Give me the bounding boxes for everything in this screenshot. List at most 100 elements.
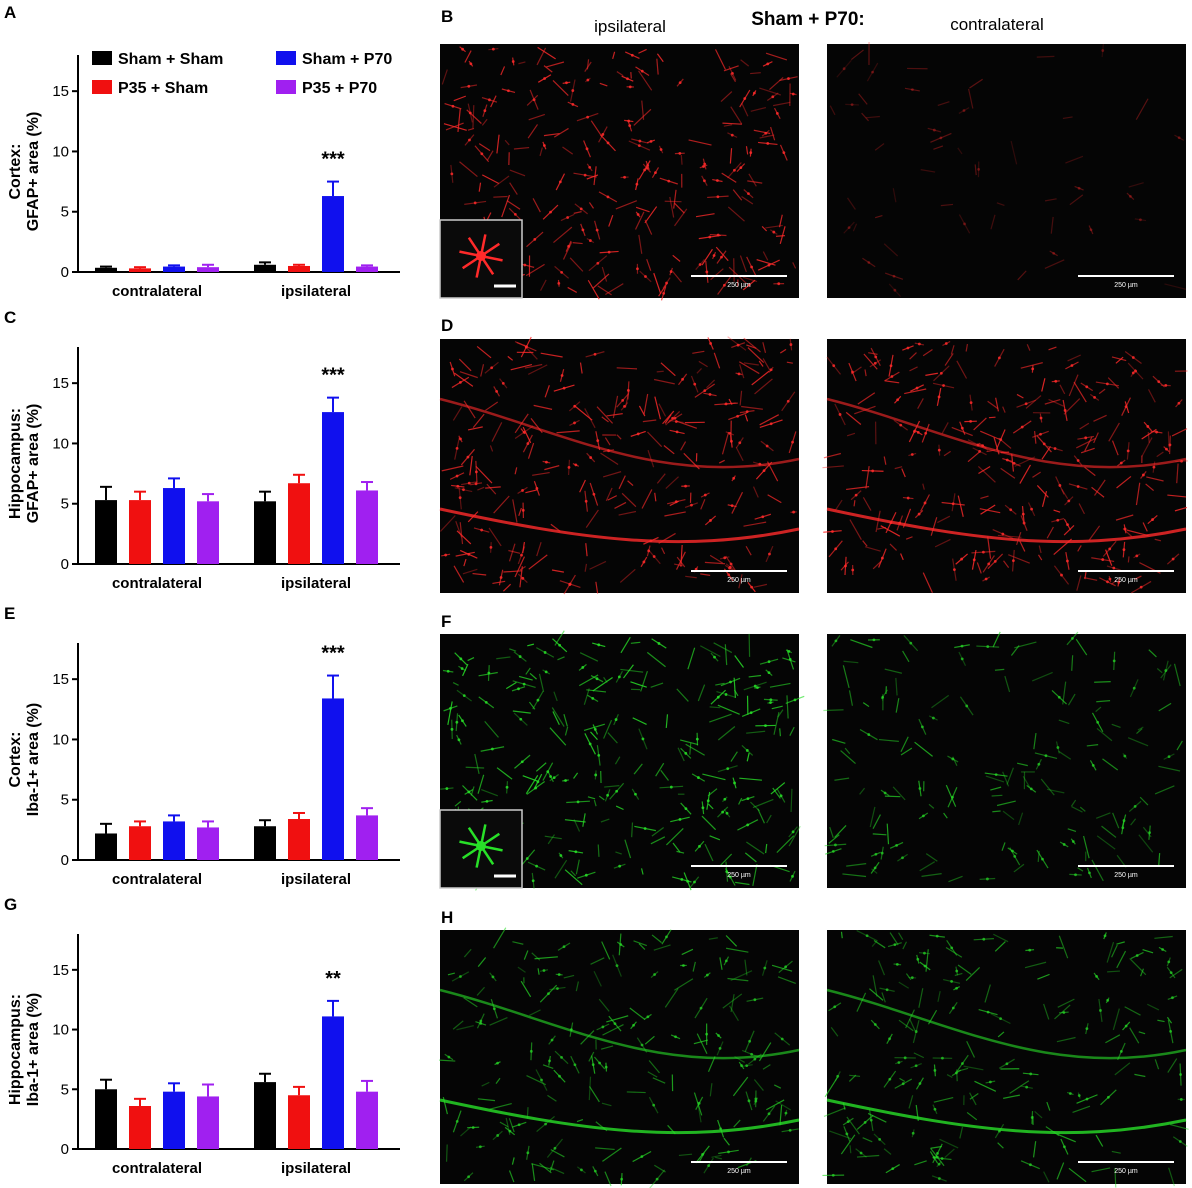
cell-process (496, 134, 500, 154)
cell-body (705, 973, 709, 977)
cell-body (652, 555, 656, 558)
cell-body (729, 562, 733, 566)
cell-process (1056, 1162, 1065, 1180)
cell-process (772, 787, 781, 799)
cell-body (986, 877, 989, 881)
cell-process (925, 949, 929, 972)
cell-process (745, 545, 752, 556)
cell-process (572, 242, 583, 245)
bar (356, 815, 378, 860)
cell-body (753, 684, 757, 688)
cell-process (593, 799, 597, 807)
cell-process (472, 572, 487, 576)
cell-process (1010, 140, 1018, 165)
cell-process (465, 766, 485, 769)
cell-body (640, 1043, 644, 1047)
cell-process (696, 367, 702, 374)
cell-body (620, 1177, 624, 1181)
cell-process (503, 570, 523, 573)
cell-body (939, 371, 943, 375)
cell-process (590, 957, 605, 965)
cell-body (727, 573, 731, 577)
cell-process (778, 214, 783, 228)
cell-body (847, 226, 851, 230)
cell-body (613, 1022, 617, 1026)
cell-body (732, 476, 736, 480)
cell-process (1077, 545, 1082, 552)
cell-body (747, 1099, 751, 1103)
cell-process (586, 59, 590, 70)
cell-process (775, 1100, 792, 1111)
cell-process (914, 1160, 927, 1166)
cell-process (739, 390, 743, 406)
tissue-layer (826, 1098, 1187, 1135)
cell-process (1154, 1059, 1160, 1070)
cell-process (927, 127, 942, 133)
cell-process (771, 705, 783, 710)
cell-process (564, 869, 583, 886)
cell-body (987, 562, 991, 566)
cell-body (931, 716, 935, 720)
cell-process (646, 651, 666, 668)
cell-process (933, 145, 944, 150)
cell-body (767, 660, 771, 664)
cell-body (950, 980, 953, 983)
cell-process (937, 515, 951, 524)
panel-letter: E (4, 604, 15, 623)
cell-body (1058, 484, 1062, 487)
cell-process (467, 426, 483, 431)
cell-body (462, 488, 465, 492)
micrograph-background (827, 44, 1186, 298)
cell-body (525, 857, 529, 860)
cell-body (674, 420, 678, 423)
cell-process (937, 101, 950, 107)
cell-body (546, 770, 550, 774)
cell-process (528, 701, 536, 710)
cell-process (564, 726, 569, 736)
cell-process (676, 850, 685, 854)
cell-body (468, 111, 472, 115)
cell-body (562, 386, 566, 390)
cell-process (1176, 463, 1179, 484)
cell-process (496, 656, 511, 660)
cell-process (1127, 737, 1149, 747)
cell-process (662, 410, 675, 425)
cell-process (542, 1064, 554, 1069)
cell-body (480, 152, 484, 156)
cell-body (553, 1146, 557, 1150)
cell-body (730, 504, 734, 508)
cell-process (1067, 828, 1077, 832)
cell-process (600, 452, 619, 465)
cell-process (506, 200, 521, 210)
cell-process (863, 353, 878, 370)
cell-process (1140, 968, 1145, 977)
cell-body (1085, 385, 1089, 389)
cell-process (1054, 1004, 1071, 1020)
cell-process (1062, 681, 1067, 705)
cell-body (792, 510, 795, 514)
cell-body (1103, 934, 1107, 938)
cell-body (846, 1120, 850, 1124)
cell-process (952, 756, 958, 767)
cell-process (1094, 681, 1111, 683)
cell-process (1076, 575, 1082, 591)
bar (197, 1096, 219, 1149)
cell-body (632, 1023, 635, 1027)
cell-process (730, 994, 735, 1013)
cell-process (988, 416, 996, 419)
cell-body (621, 399, 625, 402)
cell-body (596, 261, 600, 265)
cell-body (562, 945, 566, 949)
cell-body (961, 1062, 964, 1065)
cell-body (1025, 1085, 1029, 1089)
cell-process (634, 211, 645, 230)
panel-letter: G (4, 895, 17, 914)
cell-process (1063, 398, 1081, 415)
cell-body (573, 1063, 577, 1067)
cell-body (601, 133, 605, 136)
cell-process (850, 639, 873, 649)
cell-process (472, 413, 485, 428)
cell-process (856, 1154, 880, 1158)
cell-process (884, 380, 900, 384)
cell-process (709, 713, 732, 723)
